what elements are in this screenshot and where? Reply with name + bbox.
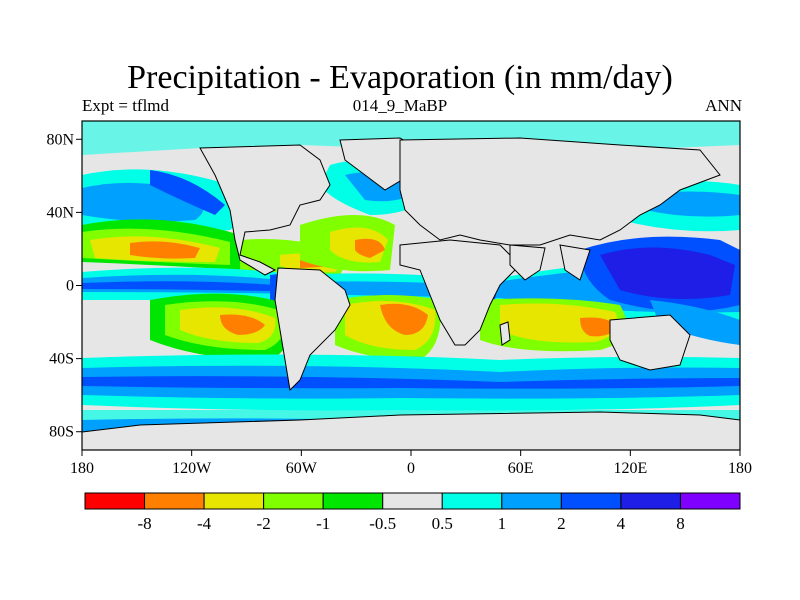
colorbar-swatch	[144, 492, 205, 510]
map-field	[82, 121, 740, 450]
map-plot-area: 80N 40N 0 40S 80S 180 120W 60W 0 60E 120E 180	[46, 120, 752, 477]
lon-tick-label: 180	[70, 460, 94, 477]
season-label: ANN	[705, 96, 742, 115]
colorbar-swatch	[203, 492, 265, 510]
colorbar-swatch	[620, 492, 681, 510]
plot-title: Precipitation - Evaporation (in mm/day)	[127, 59, 673, 96]
colorbar-label: 4	[617, 514, 626, 533]
lon-axis: 180 120W 60W 0 60E 120E 180	[70, 450, 752, 477]
colorbar-label: -0.5	[369, 514, 396, 533]
colorbar-swatch	[560, 492, 622, 510]
experiment-label: Expt = tflmd	[82, 96, 170, 115]
lat-axis: 80N 40N 0 40S 80S	[46, 131, 82, 441]
colorbar-swatch	[382, 492, 443, 510]
colorbar-swatch	[84, 492, 146, 510]
colorbar-label: -1	[316, 514, 330, 533]
colorbar-label: -2	[257, 514, 271, 533]
lon-tick-label: 120W	[172, 460, 212, 477]
colorbar-swatch	[441, 492, 503, 510]
lat-tick-label: 40S	[49, 351, 74, 368]
colorbar-swatch	[679, 492, 741, 510]
colorbar-swatch	[501, 492, 562, 510]
continent-outlines	[82, 137, 740, 450]
colorbar-label: 8	[676, 514, 685, 533]
lon-tick-label: 60W	[286, 460, 318, 477]
lat-tick-label: 40N	[46, 204, 74, 221]
lon-tick-label: 120E	[613, 460, 647, 477]
lat-tick-label: 80S	[49, 424, 74, 441]
lat-tick-label: 80N	[46, 131, 74, 148]
lat-tick-label: 0	[66, 278, 74, 295]
colorbar-swatch	[263, 492, 324, 510]
colorbar-label: 1	[498, 514, 507, 533]
lon-tick-label: 0	[407, 460, 415, 477]
lon-tick-label: 180	[728, 460, 752, 477]
colorbar-label: -8	[137, 514, 151, 533]
colorbar-label: 2	[557, 514, 566, 533]
colorbar-label: 0.5	[432, 514, 453, 533]
lon-tick-label: 60E	[508, 460, 534, 477]
colorbar-label: -4	[197, 514, 212, 533]
period-label: 014_9_MaBP	[352, 96, 448, 115]
colorbar: -8 -4 -2 -1 -0.5 0.5 1 2 4 8	[84, 492, 741, 533]
colorbar-swatch	[322, 492, 384, 510]
